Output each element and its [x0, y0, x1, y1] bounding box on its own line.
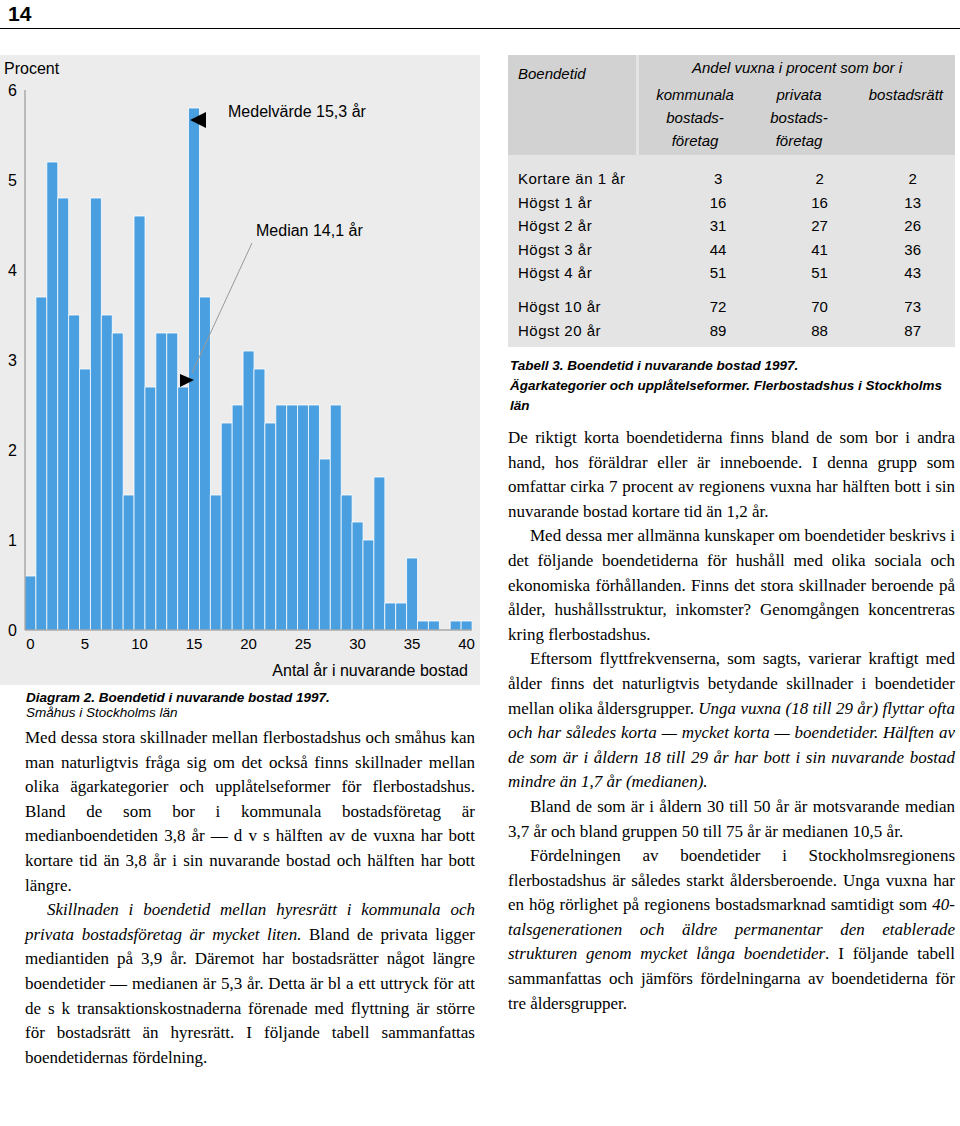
svg-text:6: 6: [8, 82, 17, 99]
html-text:bostads-: bostads-: [770, 109, 828, 126]
html-text:Tabell 3. Boendetid i nuvarand: Tabell 3. Boendetid i nuvarande bostad 1…: [510, 358, 799, 373]
html-text:Procent: Procent: [4, 60, 60, 77]
html-text:Ägarkategorier och upplåtelsef: Ägarkategorier och upplåtelseformer. Fle…: [510, 378, 943, 413]
html-text:Högst 1 år: Högst 1 år: [518, 193, 593, 211]
html-text:36: 36: [904, 240, 921, 258]
html-text:51: 51: [709, 264, 727, 281]
html-text:88: 88: [811, 321, 828, 339]
html-text:Högst 2 år: Högst 2 år: [518, 217, 593, 234]
html-text:bostads-: bostads-: [666, 109, 724, 126]
html-text:26: 26: [904, 217, 921, 234]
html-text:27: 27: [811, 217, 828, 234]
svg-text:0: 0: [26, 635, 34, 652]
html-text:2: 2: [908, 170, 917, 187]
html-text:Kortare än 1 år: Kortare än 1 år: [518, 170, 626, 187]
svg-text:25: 25: [295, 635, 312, 652]
html-text:72: 72: [709, 298, 727, 315]
html-text:51: 51: [811, 264, 828, 281]
html-text:Bland de som är i åldern 30 ti: Bland de som är i åldern 30 till 50 år ä…: [508, 796, 955, 841]
html-text:Högst 3 år: Högst 3 år: [518, 240, 593, 258]
html-text:Boendetid: Boendetid: [518, 65, 586, 82]
svg-text:5: 5: [81, 635, 89, 652]
html-text:3: 3: [713, 170, 723, 187]
svg-text:Antal år i nuvarande bostad: Antal år i nuvarande bostad: [272, 662, 468, 679]
html-text:Med dessa stora skillnader mel: Med dessa stora skillnader mellan flerbo…: [25, 728, 475, 895]
svg-text:20: 20: [240, 635, 257, 652]
html-text:Skillnaden i boendetid mellan: Skillnaden i boendetid mellan hyresrätt …: [25, 900, 475, 1067]
html-text:Med dessa mer allmänna kunskap: Med dessa mer allmänna kunskaper om boen…: [508, 526, 955, 644]
html-text:Småhus i Stockholms län: Småhus i Stockholms län: [26, 705, 178, 720]
svg-text:5: 5: [8, 172, 17, 189]
html-text:Eftersom flyttfrekvenserna, so: Eftersom flyttfrekvenserna, som sagts, v…: [508, 649, 955, 792]
html-text:Högst 4 år: Högst 4 år: [518, 264, 593, 281]
html-text:73: 73: [904, 298, 921, 315]
svg-text:35: 35: [404, 635, 421, 652]
html-text:13: 13: [904, 193, 921, 211]
html-text:16: 16: [811, 193, 828, 211]
svg-text:1: 1: [8, 532, 17, 549]
html-text:14: 14: [8, 2, 32, 25]
svg-text:0: 0: [8, 622, 17, 639]
svg-text:2: 2: [8, 442, 17, 459]
html-text:Diagram 2. Boendetid i nuvaran: Diagram 2. Boendetid i nuvarande bostad …: [26, 690, 330, 705]
html-text:Högst 20 år: Högst 20 år: [518, 321, 601, 339]
html-text:Högst 10 år: Högst 10 år: [518, 298, 601, 315]
html-text:De riktigt korta boendetiderna: De riktigt korta boendetiderna finns bla…: [508, 428, 955, 521]
html-text:Median 14,1 år: Median 14,1 år: [256, 222, 363, 239]
html-text:företag: företag: [775, 132, 823, 149]
svg-text:3: 3: [8, 352, 17, 369]
html-text:43: 43: [904, 264, 921, 281]
html-text:privata: privata: [776, 86, 822, 103]
html-text:70: 70: [811, 298, 828, 315]
html-text:bostadsrätt: bostadsrätt: [868, 86, 943, 103]
svg-text:4: 4: [8, 262, 17, 279]
svg-text:10: 10: [131, 635, 148, 652]
svg-text:40: 40: [458, 635, 475, 652]
html-text:Medelvärde 15,3 år: Medelvärde 15,3 år: [228, 103, 366, 120]
svg-text:15: 15: [186, 635, 203, 652]
html-text:företag: företag: [671, 132, 719, 149]
html-text:Fördelningen av boendetider i: Fördelningen av boendetider i Stockholms…: [508, 846, 955, 1013]
html-text:44: 44: [709, 240, 727, 258]
svg-text:30: 30: [349, 635, 366, 652]
html-text:89: 89: [709, 321, 727, 339]
html-text:Andel vuxna i procent som bor: Andel vuxna i procent som bor i: [691, 59, 903, 76]
html-text:31: 31: [709, 217, 727, 234]
html-text:16: 16: [709, 193, 727, 211]
html-text:kommunala: kommunala: [656, 86, 734, 103]
html-text:87: 87: [904, 321, 921, 339]
html-text:41: 41: [811, 240, 828, 258]
html-text:2: 2: [815, 170, 824, 187]
